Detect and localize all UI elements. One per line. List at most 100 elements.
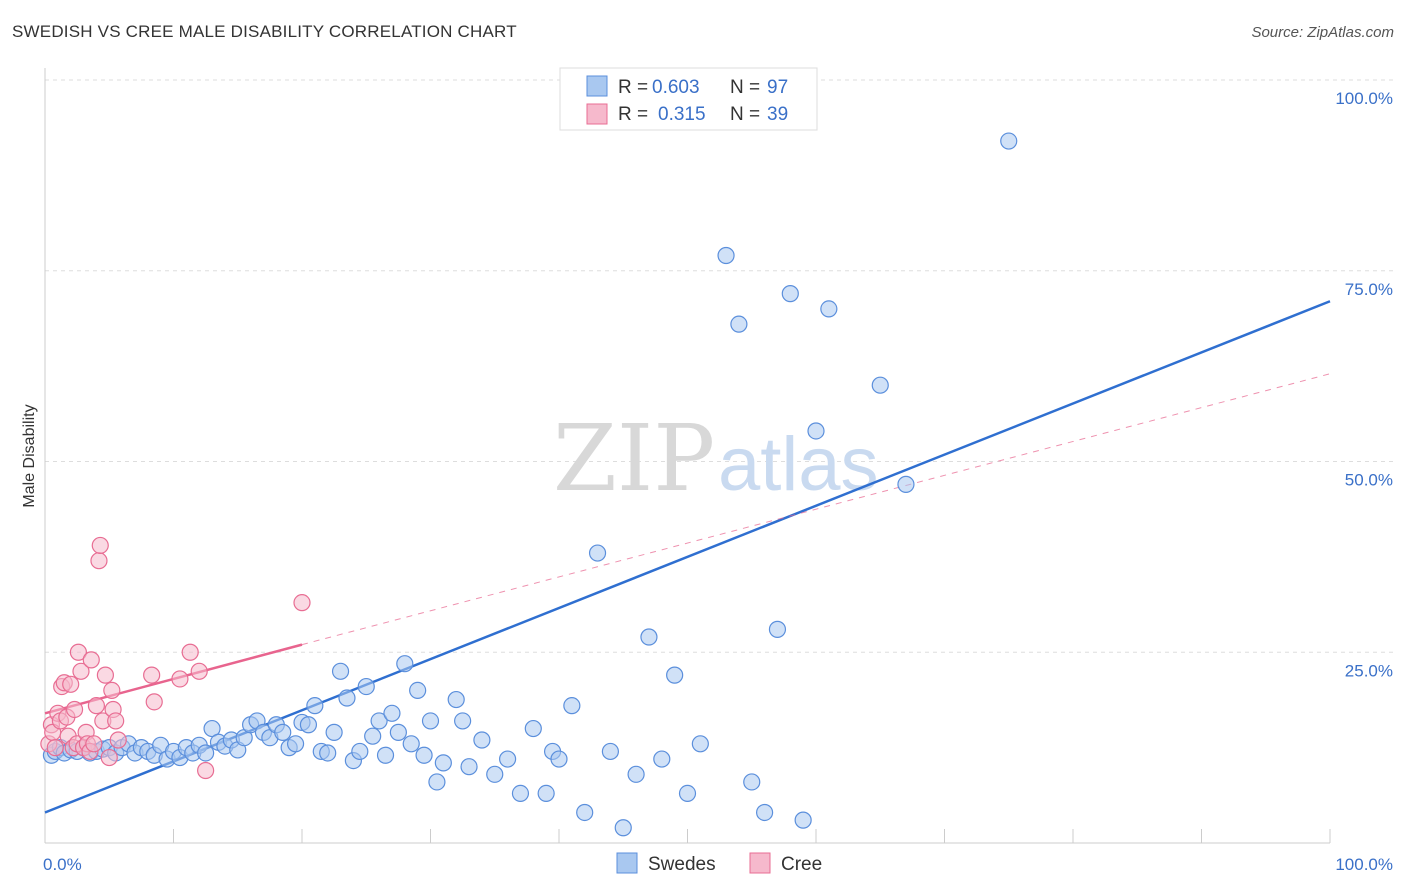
legend-n-label-cree: N = bbox=[730, 104, 760, 125]
point-swedes-53 bbox=[376, 746, 395, 764]
point-cree-35 bbox=[181, 643, 199, 661]
point-cree-10 bbox=[62, 675, 80, 693]
bottom-legend-label-swedes: Swedes bbox=[648, 854, 716, 875]
point-swedes-37 bbox=[274, 723, 292, 741]
watermark: ZIP atlas bbox=[553, 405, 879, 512]
point-swedes-93 bbox=[820, 300, 838, 318]
point-cree-20 bbox=[82, 651, 100, 669]
point-swedes-69 bbox=[511, 784, 530, 803]
point-swedes-88 bbox=[755, 803, 774, 822]
grid-lines bbox=[45, 79, 1395, 653]
point-swedes-52 bbox=[370, 712, 388, 730]
point-cree-21 bbox=[85, 735, 103, 753]
point-cree-28 bbox=[103, 681, 121, 700]
point-swedes-49 bbox=[351, 742, 369, 761]
point-swedes-79 bbox=[627, 765, 645, 783]
point-cree-38 bbox=[293, 594, 311, 612]
legend-r-value-swedes: 0.603 bbox=[652, 77, 700, 98]
point-swedes-91 bbox=[794, 811, 812, 829]
point-cree-3 bbox=[46, 739, 64, 757]
axes bbox=[44, 68, 1331, 844]
point-swedes-46 bbox=[331, 662, 350, 680]
point-swedes-47 bbox=[338, 689, 356, 707]
point-cree-27 bbox=[100, 748, 118, 767]
point-swedes-65 bbox=[460, 758, 478, 776]
watermark-zip: ZIP bbox=[553, 405, 715, 512]
x-tick-label-0: 0.0% bbox=[43, 855, 82, 874]
point-swedes-90 bbox=[781, 285, 799, 303]
point-swedes-74 bbox=[563, 697, 581, 715]
stats-legend: R = 0.603 N = 97 R = 0.315 N = 39 bbox=[559, 67, 818, 131]
point-swedes-60 bbox=[421, 712, 440, 730]
x-tick-label-1: 100.0% bbox=[1335, 855, 1393, 874]
point-cree-32 bbox=[143, 666, 161, 684]
source-label: Source: ZipAtlas.com bbox=[1251, 24, 1394, 41]
point-swedes-58 bbox=[409, 681, 427, 700]
point-swedes-83 bbox=[678, 784, 697, 803]
y-tick-label-2: 75.0% bbox=[1345, 280, 1393, 299]
bottom-legend-label-cree: Cree bbox=[781, 854, 822, 875]
legend-n-value-cree: 39 bbox=[767, 104, 788, 125]
point-swedes-64 bbox=[454, 712, 472, 730]
point-cree-31 bbox=[109, 731, 127, 749]
legend-r-label-swedes: R = bbox=[618, 77, 648, 98]
point-swedes-55 bbox=[389, 723, 407, 741]
point-swedes-67 bbox=[486, 765, 504, 783]
point-swedes-26 bbox=[203, 719, 221, 738]
point-swedes-75 bbox=[576, 803, 594, 822]
point-swedes-96 bbox=[1000, 132, 1018, 150]
bottom-legend-swatch-cree bbox=[749, 852, 771, 874]
legend-r-value-cree: 0.315 bbox=[658, 104, 706, 125]
point-swedes-68 bbox=[499, 750, 517, 768]
point-swedes-84 bbox=[691, 735, 709, 753]
point-swedes-59 bbox=[415, 746, 433, 764]
point-swedes-95 bbox=[897, 475, 915, 493]
point-swedes-78 bbox=[614, 819, 632, 837]
point-swedes-42 bbox=[306, 697, 324, 715]
y-axis-title: Male Disability bbox=[21, 404, 38, 507]
legend-swatch-swedes bbox=[586, 75, 608, 97]
point-cree-33 bbox=[145, 693, 163, 711]
point-cree-15 bbox=[72, 662, 90, 680]
point-cree-14 bbox=[69, 643, 88, 661]
point-swedes-86 bbox=[730, 315, 748, 333]
chart-title: SWEDISH VS CREE MALE DISABILITY CORRELAT… bbox=[12, 22, 517, 41]
point-swedes-92 bbox=[807, 422, 825, 440]
point-cree-23 bbox=[90, 552, 108, 570]
point-cree-30 bbox=[107, 712, 125, 730]
point-swedes-25 bbox=[197, 744, 215, 762]
point-swedes-80 bbox=[640, 628, 658, 646]
point-swedes-81 bbox=[653, 750, 671, 768]
point-swedes-45 bbox=[325, 723, 343, 741]
y-tick-label-3: 100.0% bbox=[1335, 89, 1393, 108]
point-cree-36 bbox=[190, 662, 208, 680]
point-cree-22 bbox=[87, 697, 106, 715]
point-swedes-63 bbox=[447, 690, 465, 709]
watermark-atlas: atlas bbox=[718, 422, 879, 507]
point-swedes-66 bbox=[473, 731, 491, 749]
point-swedes-41 bbox=[299, 716, 318, 734]
legend-n-value-swedes: 97 bbox=[767, 77, 788, 98]
point-swedes-61 bbox=[428, 773, 446, 791]
series-legend: Swedes Cree bbox=[616, 852, 822, 875]
point-swedes-82 bbox=[666, 666, 684, 684]
point-swedes-51 bbox=[364, 727, 382, 745]
point-swedes-56 bbox=[396, 655, 414, 673]
point-cree-37 bbox=[197, 761, 215, 780]
point-cree-34 bbox=[171, 670, 189, 688]
point-cree-12 bbox=[65, 700, 84, 719]
y-tick-label-0: 25.0% bbox=[1345, 661, 1393, 680]
point-swedes-39 bbox=[286, 735, 305, 753]
data-points bbox=[40, 132, 1018, 837]
point-swedes-89 bbox=[768, 620, 787, 638]
bottom-legend-swatch-swedes bbox=[616, 852, 638, 874]
point-swedes-76 bbox=[588, 544, 607, 562]
point-swedes-54 bbox=[383, 704, 401, 722]
point-swedes-85 bbox=[717, 246, 735, 265]
legend-swatch-cree bbox=[586, 103, 608, 125]
trend-line-cree-extension bbox=[301, 373, 1331, 646]
point-swedes-71 bbox=[537, 784, 555, 803]
legend-n-label-swedes: N = bbox=[730, 77, 760, 98]
point-cree-24 bbox=[91, 536, 109, 555]
